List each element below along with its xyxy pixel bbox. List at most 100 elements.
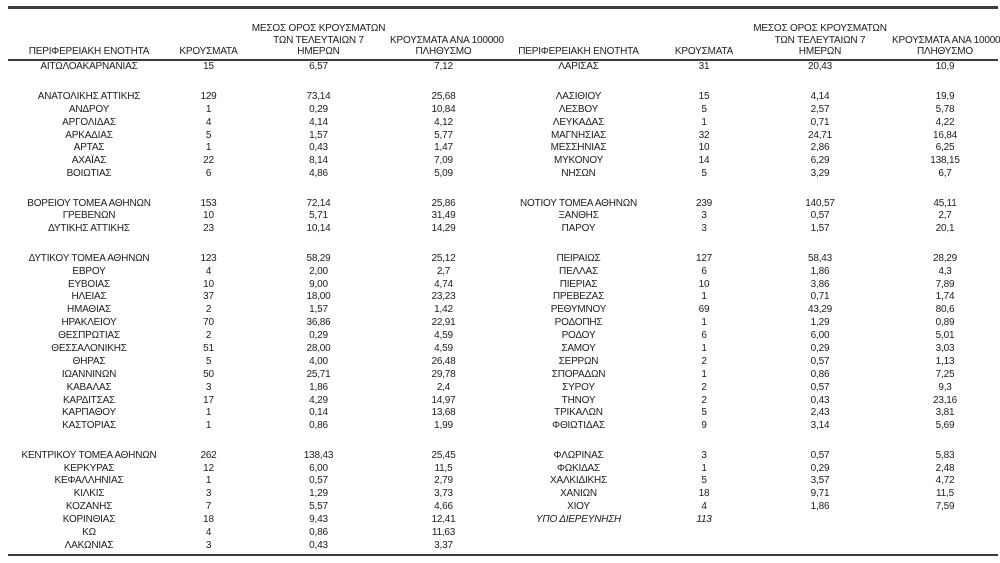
- right-cell-avg7: 20,43: [807, 61, 833, 73]
- right-cell-cases: 1: [701, 291, 707, 303]
- left-cell-avg7: 4,00: [309, 355, 328, 367]
- right-cell-avg7: 0,71: [810, 116, 830, 128]
- table-row: ΘΕΣΠΡΩΤΙΑΣ 2 0,29 4,59 ΡΟΔΟΥ 6 6,00 5,01: [8, 330, 998, 343]
- table-row: ΕΥΒΟΙΑΣ 10 9,00 4,74 ΠΙΕΡΙΑΣ 10 3,86 7,89: [8, 278, 998, 291]
- table-row: ΑΡΤΑΣ 1 0,43 1,47 ΜΕΣΣΗΝΙΑΣ 10 2,86 6,25: [8, 142, 998, 155]
- left-cell-region: ΚΕΦΑΛΛΗΝΙΑΣ: [54, 475, 124, 487]
- left-cell-per100k: 23,23: [431, 291, 456, 303]
- left-cell-avg7: 5,71: [309, 210, 328, 222]
- left-cell-avg7: 5,57: [309, 501, 328, 513]
- right-cell-cases: 2: [701, 355, 707, 367]
- left-cell-per100k: 11,5: [434, 462, 453, 474]
- left-cell-cases: 1: [205, 142, 212, 154]
- left-cell-avg7: 58,29: [306, 252, 331, 264]
- spacer-row: [8, 181, 998, 198]
- right-cell-per100k: 2,48: [935, 462, 955, 474]
- table-header-border: [8, 59, 998, 61]
- right-cell-cases: 31: [698, 61, 710, 73]
- left-cell-per100k: 11,63: [431, 527, 456, 539]
- left-cell-per100k: 25,86: [431, 197, 456, 209]
- left-cell-avg7: 9,00: [309, 278, 328, 290]
- right-cell-avg7: 0,29: [810, 342, 830, 354]
- left-cell-cases: 2: [205, 304, 212, 316]
- table-row: ΑΝΔΡΟΥ 1 0,29 10,84 ΛΕΣΒΟΥ 5 2,57 5,78: [8, 103, 998, 116]
- right-cell-region: ΥΠΟ ΔΙΕΡΕΥΝΗΣΗ: [535, 514, 622, 526]
- right-cell-per100k: 3,81: [935, 407, 955, 419]
- left-cell-cases: 2: [205, 330, 212, 342]
- left-cell-per100k: 29,78: [431, 368, 456, 380]
- left-cell-cases: 1: [205, 103, 212, 115]
- left-cell-per100k: 14,97: [431, 394, 456, 406]
- right-cell-region: ΡΕΘΥΜΝΟΥ: [550, 304, 607, 316]
- right-cell-per100k: 6,7: [938, 168, 952, 180]
- right-cell-per100k: 10,9: [935, 61, 955, 73]
- left-cell-per100k: 10,84: [431, 103, 456, 115]
- left-cell-region: ΔΥΤΙΚΟΥ ΤΟΜΕΑ ΑΘΗΝΩΝ: [28, 252, 150, 264]
- left-cell-avg7: 25,71: [306, 368, 331, 380]
- left-cell-per100k: 31,49: [431, 210, 456, 222]
- table-row: ΙΩΑΝΝΙΝΩΝ 50 25,71 29,78 ΣΠΟΡΑΔΩΝ 1 0,86 7,25: [8, 368, 998, 381]
- right-cell-per100k: 5,83: [935, 449, 955, 461]
- left-cell-region: ΚΟΡΙΝΘΙΑΣ: [62, 514, 116, 526]
- left-cell-avg7: 8,14: [309, 155, 328, 167]
- right-cell-cases: 9: [701, 420, 707, 432]
- right-cell-avg7: 0,86: [810, 368, 830, 380]
- header-avg7-right: ΜΕΣΟΣ ΟΡΟΣ ΚΡΟΥΣΜΑΤΩΝ ΤΩΝ ΤΕΛΕΥΤΑΙΩΝ 7 Η…: [753, 23, 887, 58]
- left-cell-cases: 70: [203, 317, 214, 329]
- table-row: ΑΙΤΩΛΟΑΚΑΡΝΑΝΙΑΣ 15 6,57 7,12 ΛΑΡΙΣΑΣ 31 20,43…: [8, 61, 998, 74]
- right-cell-avg7: 2,86: [810, 142, 830, 154]
- right-cell-per100k: 5,69: [935, 420, 955, 432]
- left-cell-avg7: 6,00: [309, 462, 328, 474]
- left-cell-region: ΚΕΡΚΥΡΑΣ: [63, 462, 115, 474]
- left-cell-region: ΔΥΤΙΚΗΣ ΑΤΤΙΚΗΣ: [48, 223, 130, 235]
- right-cell-per100k: 5,01: [935, 330, 955, 342]
- left-cell-region: ΚΩ: [82, 527, 96, 539]
- left-cell-per100k: 25,45: [431, 449, 456, 461]
- table-row: ΚΟΡΙΝΘΙΑΣ 18 9,43 12,41 ΥΠΟ ΔΙΕΡΕΥΝΗΣΗ 113: [8, 514, 998, 527]
- left-cell-avg7: 138,43: [303, 449, 334, 461]
- table-row: ΔΥΤΙΚΟΥ ΤΟΜΕΑ ΑΘΗΝΩΝ 123 58,29 25,12 ΠΕΙΡΑΙΩ…: [8, 252, 998, 265]
- right-cell-cases: 4: [701, 501, 707, 513]
- right-cell-avg7: 4,14: [810, 90, 830, 102]
- right-cell-region: ΣΠΟΡΑΔΩΝ: [551, 368, 606, 380]
- right-cell-region: ΣΕΡΡΩΝ: [558, 355, 599, 367]
- left-cell-avg7: 1,29: [309, 488, 328, 500]
- left-cell-avg7: 73,14: [306, 90, 331, 102]
- right-cell-avg7: 3,86: [810, 278, 830, 290]
- right-cell-per100k: 16,84: [932, 129, 958, 141]
- header-per100k-right: ΚΡΟΥΣΜΑΤΑ ΑΝΑ 100000 ΠΛΗΘΥΣΜΟ: [892, 34, 1000, 58]
- right-cell-avg7: 3,29: [810, 168, 830, 180]
- table-header: ΠΕΡΙΦΕΡΕΙΑΚΗ ΕΝΟΤΗΤΑ ΚΡΟΥΣΜΑΤΑ ΜΕΣΟΣ ΟΡΟ…: [8, 9, 1000, 59]
- left-cell-avg7: 0,14: [309, 407, 328, 419]
- table-row: ΑΡΚΑΔΙΑΣ 5 1,57 5,77 ΜΑΓΝΗΣΙΑΣ 32 24,71 16,84: [8, 129, 998, 142]
- right-cell-region: ΤΡΙΚΑΛΩΝ: [554, 407, 603, 419]
- left-cell-cases: 18: [203, 514, 214, 526]
- right-cell-region: ΧΑΝΙΩΝ: [560, 488, 597, 500]
- right-cell-avg7: 24,71: [807, 129, 833, 141]
- right-cell-avg7: 0,57: [810, 381, 830, 393]
- right-cell-per100k: 45,11: [933, 197, 957, 209]
- table-row: ΗΡΑΚΛΕΙΟΥ 70 36,86 22,91 ΡΟΔΟΠΗΣ 1 1,29 0,89: [8, 317, 998, 330]
- left-cell-region: ΚΑΡΠΑΘΟΥ: [62, 407, 116, 419]
- table-row: ΕΒΡΟΥ 4 2,00 2,7 ΠΕΛΛΑΣ 6 1,86 4,3: [8, 265, 998, 278]
- left-cell-avg7: 0,43: [309, 142, 328, 154]
- right-cell-per100k: 0,89: [935, 317, 955, 329]
- right-cell-avg7: 43,29: [807, 304, 833, 316]
- right-cell-per100k: 7,59: [935, 501, 955, 513]
- right-cell-cases: 5: [701, 103, 707, 115]
- left-cell-per100k: 7,09: [434, 155, 453, 167]
- left-cell-cases: 15: [203, 61, 214, 73]
- left-cell-cases: 1: [205, 420, 212, 432]
- left-cell-cases: 4: [205, 527, 212, 539]
- left-cell-cases: 5: [205, 355, 212, 367]
- right-cell-avg7: 58,43: [807, 252, 833, 264]
- header-region-right: ΠΕΡΙΦΕΡΕΙΑΚΗ ΕΝΟΤΗΤΑ: [518, 46, 639, 58]
- right-cell-cases: 1: [701, 462, 707, 474]
- left-cell-cases: 12: [203, 462, 214, 474]
- left-cell-region: ΒΟΙΩΤΙΑΣ: [66, 168, 112, 180]
- left-cell-cases: 5: [205, 129, 212, 141]
- left-cell-avg7: 28,00: [306, 342, 331, 354]
- left-cell-per100k: 3,37: [434, 539, 453, 551]
- left-cell-cases: 10: [203, 278, 214, 290]
- left-cell-region: ΑΡΤΑΣ: [73, 142, 105, 154]
